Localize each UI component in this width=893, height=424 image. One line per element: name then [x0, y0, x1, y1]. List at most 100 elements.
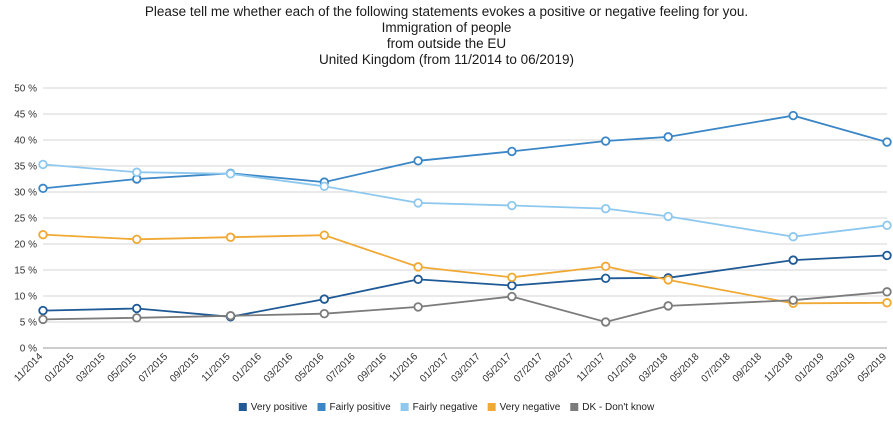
- data-point: [413, 198, 423, 208]
- x-tick-label: 01/2017: [418, 351, 452, 385]
- data-point: [132, 234, 142, 245]
- data-point: [507, 146, 517, 157]
- chart-title-line-2: Immigration of people: [381, 20, 512, 35]
- x-tick-label: 09/2016: [356, 351, 390, 385]
- y-tick-label: 40 %: [14, 136, 37, 147]
- data-point: [38, 183, 48, 194]
- data-point: [38, 305, 48, 316]
- data-point: [882, 298, 892, 308]
- data-point: [882, 250, 892, 261]
- data-point: [882, 220, 892, 230]
- legend-swatch: [400, 403, 409, 411]
- x-tick-label: 07/2015: [137, 351, 171, 385]
- y-tick-label: 10 %: [14, 292, 37, 303]
- x-tick-label: 09/2015: [168, 351, 202, 385]
- data-point: [788, 232, 798, 242]
- data-point: [788, 295, 798, 305]
- x-tick-label: 05/2019: [856, 351, 890, 385]
- x-tick-label: 05/2018: [668, 351, 702, 385]
- data-point: [38, 229, 48, 240]
- data-point: [600, 273, 611, 284]
- x-tick-label: 11/2015: [200, 351, 233, 384]
- data-point: [132, 313, 142, 323]
- data-point: [413, 262, 423, 272]
- x-tick-label: 01/2019: [793, 351, 827, 385]
- data-point: [882, 137, 892, 147]
- y-tick-label: 15 %: [14, 266, 37, 277]
- y-tick-label: 0 %: [20, 344, 37, 355]
- legend-swatch: [238, 403, 247, 411]
- x-tick-label: 07/2017: [512, 351, 546, 385]
- chart-title-line-4: United Kingdom (from 11/2014 to 06/2019): [319, 52, 574, 67]
- x-tick-label: 07/2018: [699, 351, 733, 385]
- x-tick-label: 03/2017: [449, 351, 483, 385]
- x-axis: 11/201401/201503/201505/201507/201509/20…: [12, 351, 889, 385]
- x-tick-label: 03/2015: [74, 351, 108, 385]
- x-tick-label: 11/2018: [763, 351, 796, 384]
- x-tick-label: 05/2016: [293, 351, 327, 385]
- x-tick-label: 11/2017: [575, 351, 608, 384]
- legend-label: Very positive: [251, 402, 308, 413]
- data-point: [319, 230, 330, 240]
- chart-title-line-1: Please tell me whether each of the follo…: [144, 4, 749, 19]
- series-line-0: [42, 254, 888, 318]
- series-line-4: [42, 290, 888, 323]
- y-tick-label: 45 %: [14, 110, 37, 121]
- series-line-2: [42, 163, 888, 238]
- data-point: [600, 203, 611, 214]
- data-point: [600, 136, 611, 146]
- x-tick-label: 01/2016: [231, 351, 265, 385]
- x-tick-label: 03/2016: [262, 351, 296, 385]
- x-tick-label: 03/2018: [637, 351, 671, 385]
- legend-label: Fairly negative: [413, 402, 478, 413]
- legend: Very positive Fairly positive Fairly negat…: [238, 402, 655, 413]
- y-tick-label: 25 %: [14, 214, 37, 225]
- x-tick-label: 03/2019: [825, 351, 859, 385]
- y-tick-label: 20 %: [14, 240, 37, 251]
- x-tick-label: 11/2014: [12, 351, 45, 384]
- x-tick-label: 05/2015: [106, 351, 140, 385]
- chart-title: Please tell me whether each of the follo…: [0, 4, 893, 68]
- y-tick-label: 50 %: [14, 84, 37, 95]
- x-tick-label: 09/2018: [731, 351, 765, 385]
- series-line-3: [42, 233, 888, 305]
- data-point: [225, 311, 236, 321]
- data-point: [788, 255, 798, 265]
- y-tick-label: 5 %: [20, 318, 37, 329]
- series-line-1: [42, 114, 888, 190]
- data-point: [225, 169, 236, 179]
- y-tick-label: 30 %: [14, 188, 37, 199]
- data-point: [663, 301, 673, 311]
- data-point: [882, 287, 892, 297]
- data-point: [319, 308, 330, 319]
- x-tick-label: 01/2018: [606, 351, 640, 385]
- gridlines: [43, 87, 887, 349]
- x-tick-label: 05/2017: [481, 351, 515, 385]
- legend-swatch: [570, 403, 579, 411]
- data-point: [663, 132, 673, 142]
- x-tick-label: 07/2016: [324, 351, 358, 385]
- data-point: [319, 181, 330, 191]
- series-group: [38, 110, 892, 327]
- data-point: [132, 167, 142, 177]
- legend-label: Very negative: [500, 402, 561, 413]
- data-point: [413, 274, 423, 285]
- legend-swatch: [487, 403, 496, 411]
- data-point: [507, 200, 517, 211]
- legend-swatch: [317, 403, 326, 411]
- data-point: [413, 156, 423, 166]
- data-point: [38, 314, 48, 325]
- x-tick-label: 11/2016: [387, 351, 420, 384]
- x-tick-label: 01/2015: [43, 351, 77, 385]
- data-point: [507, 272, 517, 282]
- data-point: [663, 275, 673, 285]
- data-point: [225, 232, 236, 242]
- legend-label: Fairly positive: [330, 402, 392, 413]
- data-point: [319, 294, 330, 304]
- data-point: [788, 110, 798, 121]
- data-point: [38, 159, 48, 170]
- x-tick-label: 09/2017: [543, 351, 577, 385]
- data-point: [663, 211, 673, 222]
